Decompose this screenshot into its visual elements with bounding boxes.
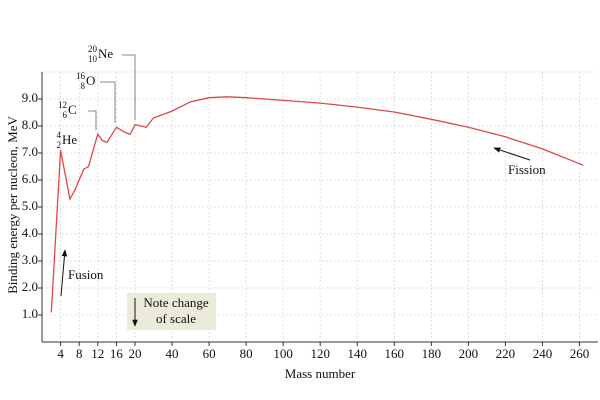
x-tick-label: 200: [459, 346, 479, 361]
data-line: [50, 96, 584, 313]
note-text: of scale: [156, 311, 196, 326]
nuclide-mass: 4: [57, 130, 62, 140]
nuclide-mass: 12: [58, 100, 67, 110]
nuclide-symbol: He: [62, 132, 77, 147]
leader-line: [100, 81, 116, 123]
x-tick-label: 260: [570, 346, 590, 361]
y-tick-label: 3.0: [22, 252, 38, 267]
y-tick-label: 9.0: [22, 90, 38, 105]
note-text: Note change: [143, 295, 209, 310]
y-axis-label: Binding energy per nucleon, MeV: [5, 116, 20, 294]
nuclide-symbol: O: [86, 73, 95, 88]
nuclide-symbol: C: [68, 102, 77, 117]
y-tick-label: 7.0: [22, 144, 38, 159]
nuclide-number: 8: [81, 81, 86, 91]
x-tick-label: 4: [57, 346, 64, 361]
x-tick-label: 160: [385, 346, 405, 361]
x-tick-label: 240: [533, 346, 553, 361]
x-tick-label: 120: [310, 346, 330, 361]
fission-label: Fission: [508, 162, 546, 177]
y-tick-label: 6.0: [22, 171, 38, 186]
fission-arrow: [493, 147, 531, 161]
y-tick-label: 2.0: [22, 279, 38, 294]
x-tick-label: 12: [91, 346, 104, 361]
y-tick-label: 5.0: [22, 198, 38, 213]
y-tick-label: 8.0: [22, 117, 38, 132]
x-tick-label: 180: [422, 346, 442, 361]
x-tick-label: 220: [496, 346, 516, 361]
y-tick-label: 4.0: [22, 225, 38, 240]
x-tick-label: 8: [76, 346, 83, 361]
x-tick-label: 80: [240, 346, 253, 361]
nuclide-mass: 20: [88, 44, 98, 54]
fusion-arrow: [60, 249, 68, 297]
x-axis-label: Mass number: [285, 366, 356, 381]
x-tick-label: 20: [129, 346, 142, 361]
x-tick-label: 100: [273, 346, 293, 361]
nuclide-number: 6: [63, 110, 68, 120]
fusion-label: Fusion: [68, 267, 104, 282]
x-tick-label: 40: [166, 346, 179, 361]
nuclide-symbol: Ne: [98, 46, 113, 61]
nuclide-mass: 16: [76, 71, 86, 81]
nuclide-number: 10: [88, 54, 98, 64]
x-tick-label: 16: [110, 346, 124, 361]
leader-line: [122, 54, 136, 120]
x-tick-label: 140: [347, 346, 367, 361]
nuclide-number: 2: [57, 140, 62, 150]
leader-line: [88, 110, 97, 130]
note-box: [127, 293, 216, 330]
y-tick-label: 1.0: [22, 306, 38, 321]
x-tick-label: 60: [203, 346, 216, 361]
